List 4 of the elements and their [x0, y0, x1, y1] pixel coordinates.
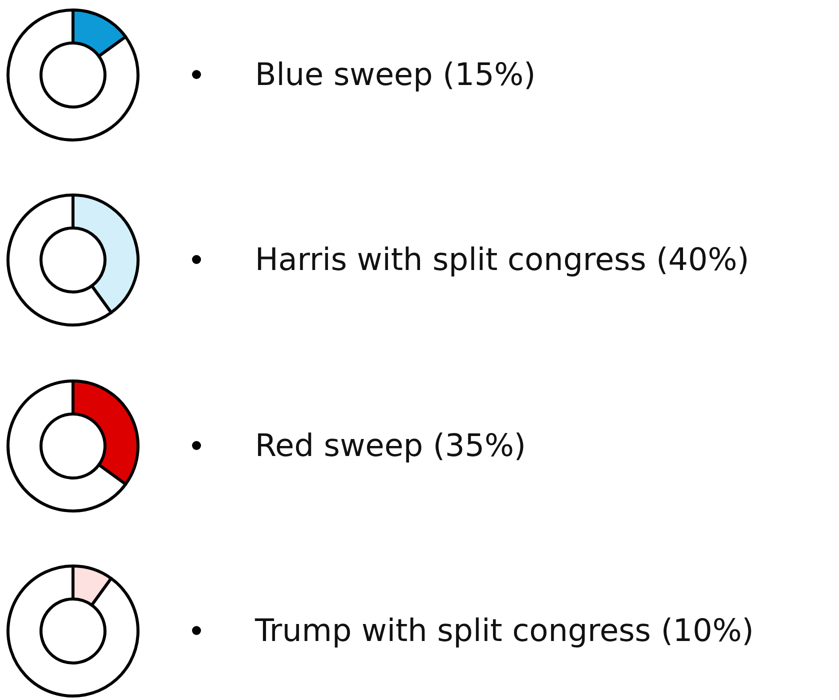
text: Trump with split congress (10%) [254, 613, 754, 649]
text: Red sweep (35%) [255, 428, 526, 464]
text: Harris with split congress (40%) [255, 242, 750, 278]
text: Blue sweep (15%) [255, 57, 536, 93]
